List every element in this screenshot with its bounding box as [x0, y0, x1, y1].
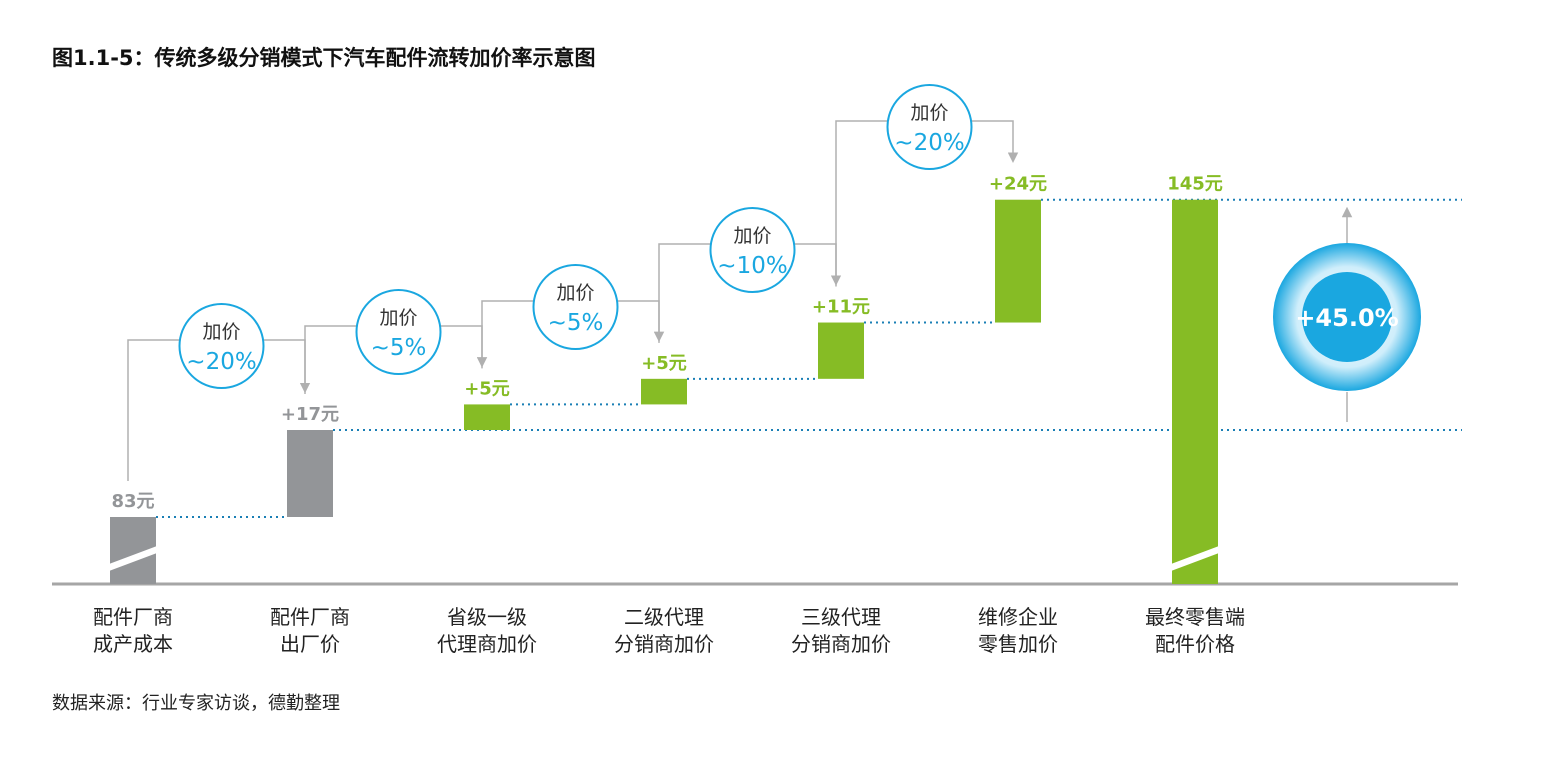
markup-bubble-1 — [355, 289, 442, 375]
markup-bubble-3 — [709, 207, 796, 293]
bar-4 — [818, 322, 864, 379]
category-label-5-1: 零售加价 — [978, 632, 1058, 656]
category-label-0-1: 成产成本 — [93, 632, 173, 656]
markup-bubble-label-4: 加价 — [910, 102, 948, 124]
bar-5 — [995, 199, 1041, 323]
value-label-1: +17元 — [281, 404, 339, 425]
bar-1 — [287, 430, 333, 517]
markup-bubble-label-2: 加价 — [556, 282, 594, 304]
category-label-1-1: 出厂价 — [280, 632, 340, 656]
category-label-1-0: 配件厂商 — [270, 605, 350, 629]
category-label-3-1: 分销商加价 — [614, 632, 714, 656]
markup-bubble-pct-2: ~5% — [548, 310, 604, 336]
category-label-3-0: 二级代理 — [624, 605, 704, 629]
value-label-6: 145元 — [1167, 174, 1223, 195]
markup-bubble-pct-0: ~20% — [186, 349, 256, 375]
bar-2 — [464, 404, 510, 430]
value-label-4: +11元 — [812, 297, 870, 318]
category-label-5-0: 维修企业 — [978, 605, 1058, 629]
value-label-3: +5元 — [641, 353, 687, 374]
category-label-6-1: 配件价格 — [1155, 632, 1235, 656]
markup-bubble-label-1: 加价 — [379, 307, 417, 329]
bar-3 — [641, 378, 687, 405]
value-label-2: +5元 — [464, 378, 510, 399]
category-label-2-0: 省级一级 — [447, 605, 527, 629]
total-increase-label: +45.0% — [1295, 304, 1398, 332]
markup-bubble-pct-1: ~5% — [371, 335, 427, 361]
data-source: 数据来源：行业专家访谈，德勤整理 — [52, 693, 340, 714]
markup-bubble-2 — [532, 264, 619, 350]
category-label-6-0: 最终零售端 — [1145, 605, 1245, 629]
category-label-4-1: 分销商加价 — [791, 632, 891, 656]
markup-bubble-pct-3: ~10% — [717, 253, 787, 279]
axis-break-0 — [109, 546, 157, 571]
markup-bubble-label-0: 加价 — [202, 321, 240, 343]
markup-bubble-pct-4: ~20% — [894, 130, 964, 156]
category-label-2-1: 代理商加价 — [437, 632, 537, 656]
bar-6 — [1172, 199, 1218, 585]
markup-bubble-4 — [886, 84, 973, 170]
category-label-4-0: 三级代理 — [801, 605, 881, 629]
axis-break-6 — [1171, 546, 1219, 571]
total-ring-inner — [1302, 272, 1392, 362]
category-label-0-0: 配件厂商 — [93, 605, 173, 629]
value-label-0: 83元 — [111, 491, 154, 512]
value-label-5: +24元 — [989, 174, 1047, 195]
chart-title: 图1.1-5：传统多级分销模式下汽车配件流转加价率示意图 — [52, 46, 596, 70]
markup-bubble-0 — [178, 303, 265, 389]
markup-bubble-label-3: 加价 — [733, 225, 771, 247]
